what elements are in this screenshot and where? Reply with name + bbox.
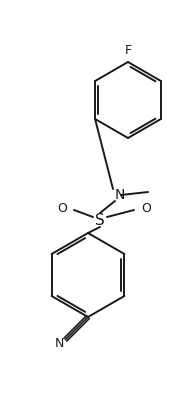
Text: F: F xyxy=(125,44,132,57)
Text: O: O xyxy=(57,202,67,215)
Text: S: S xyxy=(95,213,105,227)
Text: N: N xyxy=(115,188,125,202)
Text: N: N xyxy=(55,337,64,350)
Text: O: O xyxy=(141,202,151,215)
